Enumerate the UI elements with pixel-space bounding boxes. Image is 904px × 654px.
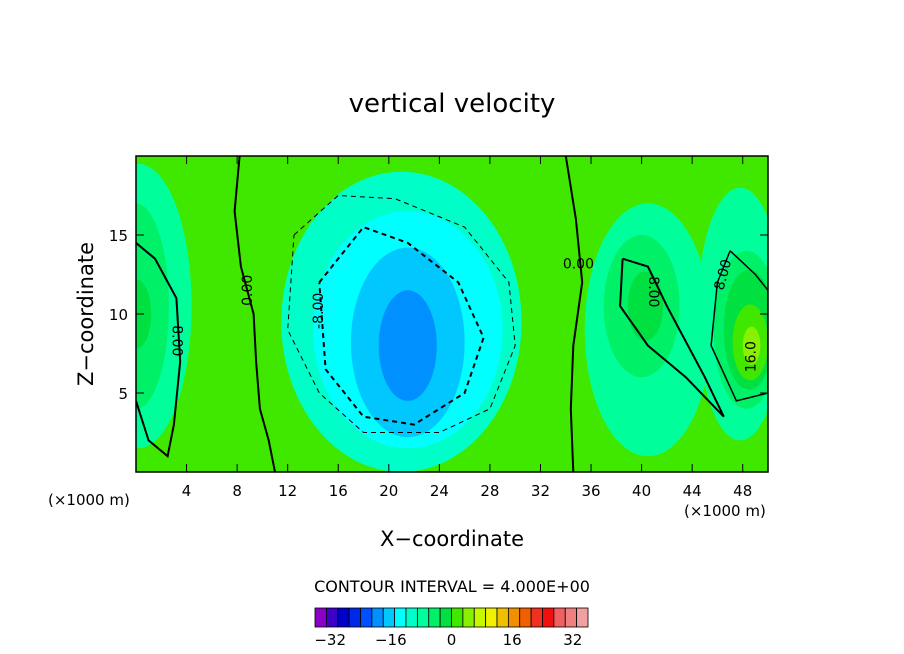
contour-band [742,326,761,365]
colorbar-swatch [542,607,555,628]
zero-contour-left [233,156,276,472]
colorbar-swatch [360,607,373,628]
colorbar-swatch [405,607,418,628]
contour-label: 8.00 [645,276,661,307]
y-axis-ticks: 5 10 15 [109,227,768,403]
contour-labels: 0.00 0.00 8.00 -8.00 8.00 8.00 16.0 [169,256,760,372]
contour-label: 0.00 [240,275,256,306]
y-tick-label: 10 [109,306,128,324]
x-tick-label: 16 [329,482,348,500]
colorbar-swatch [485,607,498,628]
colorbar-tick-label: 16 [503,631,522,649]
contour-lines [136,156,768,472]
velocity-field [136,163,768,472]
colorbar-tick-label: −16 [375,631,407,649]
contour-label: 8.00 [712,258,736,292]
contour-label: 8.00 [169,325,185,356]
x-tick-label: 44 [683,482,702,500]
colorbar-swatch [462,607,475,628]
colorbar-tick-label: 0 [447,631,457,649]
colorbar-swatch [519,607,532,628]
colorbar-swatch [337,607,350,628]
colorbar-tick-label: 32 [563,631,582,649]
colorbar-swatch [371,607,384,628]
x-tick-label: 20 [379,482,398,500]
contour-band [627,271,664,341]
contour-label: 0.00 [563,256,594,272]
y-tick-label: 5 [118,385,128,403]
x-tick-label: 8 [232,482,242,500]
contour-band [378,290,437,401]
plot-area [136,156,768,472]
colorbar-swatch [416,607,430,628]
contour-pos8-left [136,242,182,459]
colorbar-swatch [451,607,464,628]
colorbar-swatch [496,607,509,628]
colorbar-swatch [394,607,407,628]
contour-interval-text: CONTOUR INTERVAL = 4.000E+00 [314,577,590,596]
contour-pos8-right [710,250,768,402]
x-unit-left: (×1000 m) [48,491,130,509]
colorbar-tick-labels: −32 −16 0 16 32 [314,631,582,649]
contour-neg4 [287,194,516,433]
x-tick-label: 36 [581,482,600,500]
colorbar-tick-label: −32 [314,631,346,649]
x-tick-label: 48 [733,482,752,500]
contour-neg8 [318,225,485,426]
zero-contour-right [564,156,584,472]
colorbar-swatch [576,607,589,628]
x-axis-label: X−coordinate [380,527,524,551]
colorbar-swatch [314,607,327,628]
contour-pos8-mid [619,257,725,418]
colorbar-swatch [382,607,396,628]
colorbar-swatch [439,607,452,628]
chart-title: vertical velocity [349,89,556,119]
colorbar-swatch [428,607,441,628]
x-tick-label: 24 [430,482,449,500]
colorbar-swatch [553,607,566,628]
x-tick-label: 4 [182,482,192,500]
y-tick-label: 15 [109,227,128,245]
colorbar-swatch [530,607,543,628]
contour-label: 16.0 [743,341,759,372]
x-axis-ticks: 4 8 12 16 20 24 28 32 36 40 44 48 [182,156,752,500]
colorbar-swatch [473,607,487,628]
colorbar-swatch [564,607,578,628]
colorbar-swatch [507,607,521,628]
x-unit-right: (×1000 m) [684,502,766,520]
contour-band [136,203,169,409]
x-tick-label: 40 [632,482,651,500]
contour-label: -8.00 [311,293,327,329]
x-tick-label: 32 [531,482,550,500]
colorbar-swatch [348,607,361,628]
colorbar-swatch [325,607,339,628]
x-tick-label: 12 [278,482,297,500]
colorbar [314,607,589,628]
y-axis-label: Z−coordinate [74,242,98,386]
x-tick-label: 28 [480,482,499,500]
